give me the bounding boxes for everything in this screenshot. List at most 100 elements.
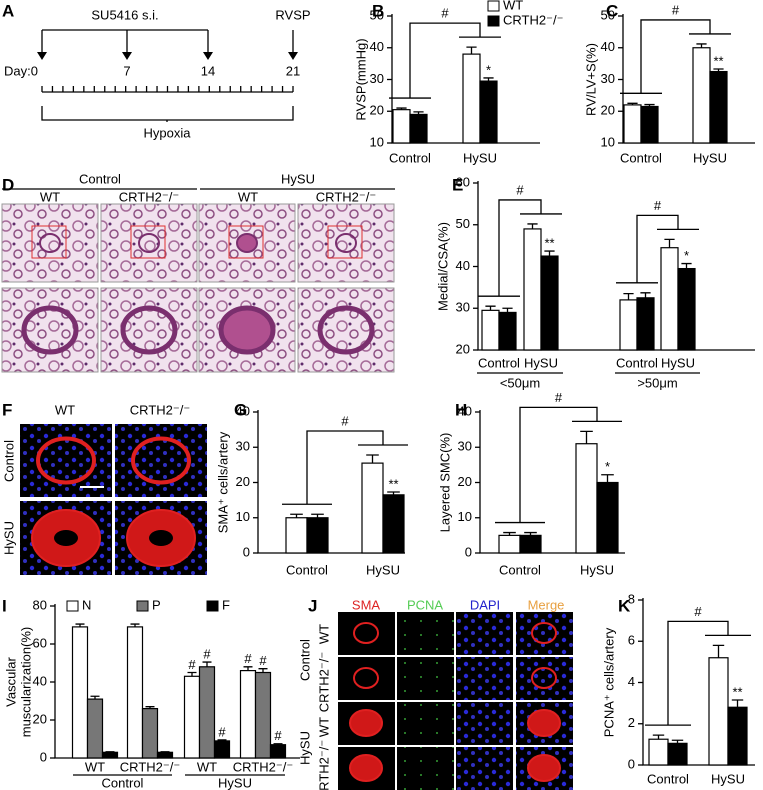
row-label: WT — [316, 717, 331, 737]
bar — [660, 247, 679, 351]
bracket-label: # — [555, 390, 563, 405]
micrograph — [397, 702, 454, 745]
y-tick-label: 0 — [243, 544, 250, 559]
day-label: 21 — [286, 63, 300, 78]
x-tick-label: WT — [197, 759, 217, 774]
error-bar — [503, 531, 516, 536]
error-bar — [311, 513, 324, 518]
legend-swatch — [206, 600, 219, 612]
bar — [667, 742, 688, 766]
bar — [239, 669, 257, 759]
error-bar — [652, 734, 665, 740]
y-tick-label: 30 — [236, 439, 250, 454]
error-bar — [696, 43, 707, 48]
bar — [636, 297, 655, 351]
day-label: 7 — [123, 63, 130, 78]
error-bar — [130, 623, 140, 627]
y-tick-label: 10 — [601, 134, 615, 149]
lumen — [149, 530, 173, 546]
y-tick-label: 10 — [458, 509, 472, 524]
y-tick-label: 50 — [601, 7, 615, 22]
bar — [708, 657, 729, 766]
significance-mark: * — [684, 248, 689, 263]
bracket — [389, 22, 501, 99]
channel-label: PCNA — [407, 597, 443, 612]
bar — [498, 311, 517, 351]
x-tick-label: Control — [389, 150, 431, 165]
y-tick-label: 4 — [628, 674, 635, 689]
bar — [71, 626, 89, 759]
bracket-label: # — [441, 6, 449, 21]
arrow-heads — [37, 52, 298, 60]
bar — [479, 80, 498, 144]
vessel — [21, 305, 79, 355]
bracket — [478, 199, 562, 297]
y-tick-label: 10 — [236, 509, 250, 524]
x-tick-label: Control — [616, 355, 658, 370]
micrograph — [516, 657, 573, 700]
vessel — [120, 305, 178, 355]
treatment-label: SU5416 s.i. — [91, 7, 158, 22]
bar — [677, 267, 696, 351]
error-bar — [273, 743, 283, 745]
group-label: Control — [102, 775, 144, 790]
micrograph — [516, 612, 573, 655]
bar — [86, 698, 104, 759]
group-label: Control — [79, 171, 121, 186]
group-label: Control — [297, 639, 312, 681]
vessel — [218, 305, 276, 355]
vessel — [335, 233, 357, 253]
y-axis-label: Layered SMC(%) — [437, 433, 452, 533]
legend-label: N — [82, 597, 91, 612]
y-tick-label: 30 — [370, 71, 384, 86]
column-label: WT — [40, 189, 60, 204]
error-bar — [258, 668, 268, 673]
y-axis-label: RV/LV+S(%) — [583, 43, 598, 116]
y-axis-label: muscularization(%) — [18, 627, 33, 738]
micrograph — [20, 424, 112, 497]
vessel — [349, 709, 383, 737]
micrographs — [338, 612, 573, 790]
significance-mark: ** — [732, 684, 742, 699]
column-label: CRTH2⁻/⁻ — [316, 189, 376, 204]
micrograph — [397, 657, 454, 700]
y-tick-label: 2 — [628, 715, 635, 730]
bracket-label: # — [672, 2, 680, 17]
bar — [498, 534, 521, 554]
micrograph — [100, 203, 198, 283]
micrograph — [456, 657, 513, 700]
error-bar — [366, 454, 379, 464]
error-bar — [580, 430, 593, 444]
bar — [462, 53, 481, 144]
legend-swatch — [487, 0, 500, 12]
bracket — [282, 430, 408, 505]
endpoint-label: RVSP — [275, 7, 310, 22]
y-tick-label: 0 — [40, 749, 47, 764]
error-bar — [75, 623, 85, 627]
y-tick-label: 20 — [33, 711, 47, 726]
error-bar — [601, 474, 614, 483]
micrograph — [100, 287, 198, 373]
significance-mark: ** — [388, 476, 398, 491]
inset-box — [327, 225, 363, 259]
y-tick-label: 40 — [236, 403, 250, 418]
group-label: HySU — [281, 171, 315, 186]
bracket-label: # — [694, 604, 702, 619]
error-bar — [413, 111, 424, 115]
x-tick-label: CRTH2⁻/⁻ — [233, 759, 293, 774]
vessel — [138, 233, 160, 253]
error-bar — [623, 292, 634, 300]
timeline-axis — [41, 86, 294, 93]
vessel — [353, 622, 379, 644]
significance-mark: ** — [544, 235, 554, 250]
timeline: SU5416 s.i. RVSP Day:0 7 14 21 Hypoxia — [4, 7, 311, 140]
row-label: WT — [316, 624, 331, 644]
day-label: Day:0 — [4, 63, 38, 78]
bar — [254, 671, 272, 759]
error-bar — [485, 305, 496, 311]
error-bar — [290, 513, 303, 518]
x-tick-label: Control — [478, 355, 520, 370]
bar — [640, 105, 659, 144]
group-label: HySU — [218, 775, 252, 790]
x-tick-label: Control — [286, 562, 328, 577]
